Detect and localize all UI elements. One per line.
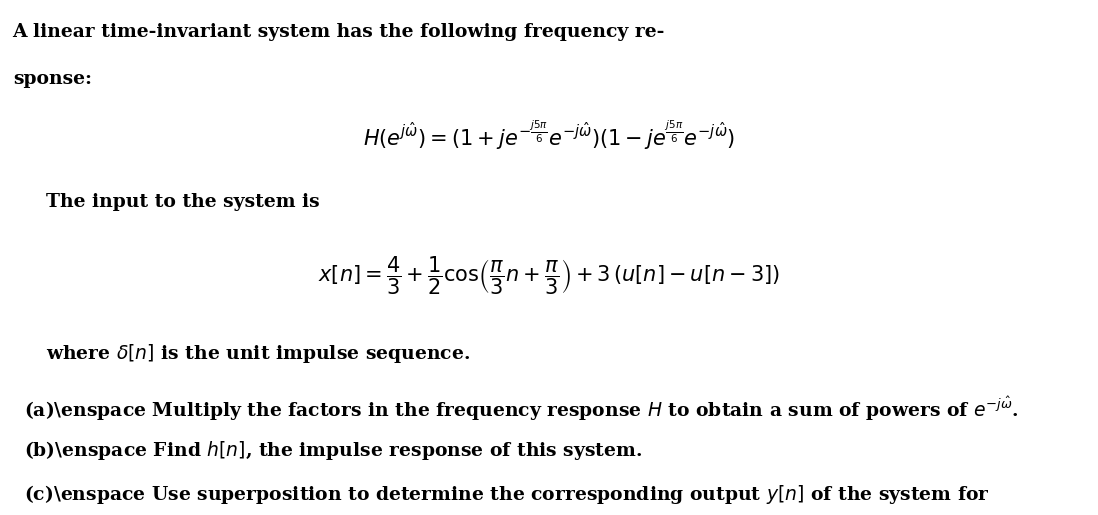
Text: $H(e^{j\hat{\omega}}) = (1 + je^{-\frac{j5\pi}{6}}e^{-j\hat{\omega}})(1 - je^{\f: $H(e^{j\hat{\omega}}) = (1 + je^{-\frac{… <box>363 118 735 152</box>
Text: A linear time-invariant system has the following frequency re-: A linear time-invariant system has the f… <box>12 23 664 41</box>
Text: where $\delta[n]$ is the unit impulse sequence.: where $\delta[n]$ is the unit impulse se… <box>46 342 470 366</box>
Text: sponse:: sponse: <box>13 70 92 88</box>
Text: The input to the system is: The input to the system is <box>46 193 320 211</box>
Text: (a)\enspace Multiply the factors in the frequency response $H$ to obtain a sum o: (a)\enspace Multiply the factors in the … <box>24 394 1019 423</box>
Text: (c)\enspace Use superposition to determine the corresponding output $y[n]$ of th: (c)\enspace Use superposition to determi… <box>24 483 989 506</box>
Text: $x[n] = \dfrac{4}{3} + \dfrac{1}{2}\cos\!\left(\dfrac{\pi}{3}n + \dfrac{\pi}{3}\: $x[n] = \dfrac{4}{3} + \dfrac{1}{2}\cos\… <box>318 255 780 298</box>
Text: (b)\enspace Find $h[n]$, the impulse response of this system.: (b)\enspace Find $h[n]$, the impulse res… <box>24 439 642 462</box>
